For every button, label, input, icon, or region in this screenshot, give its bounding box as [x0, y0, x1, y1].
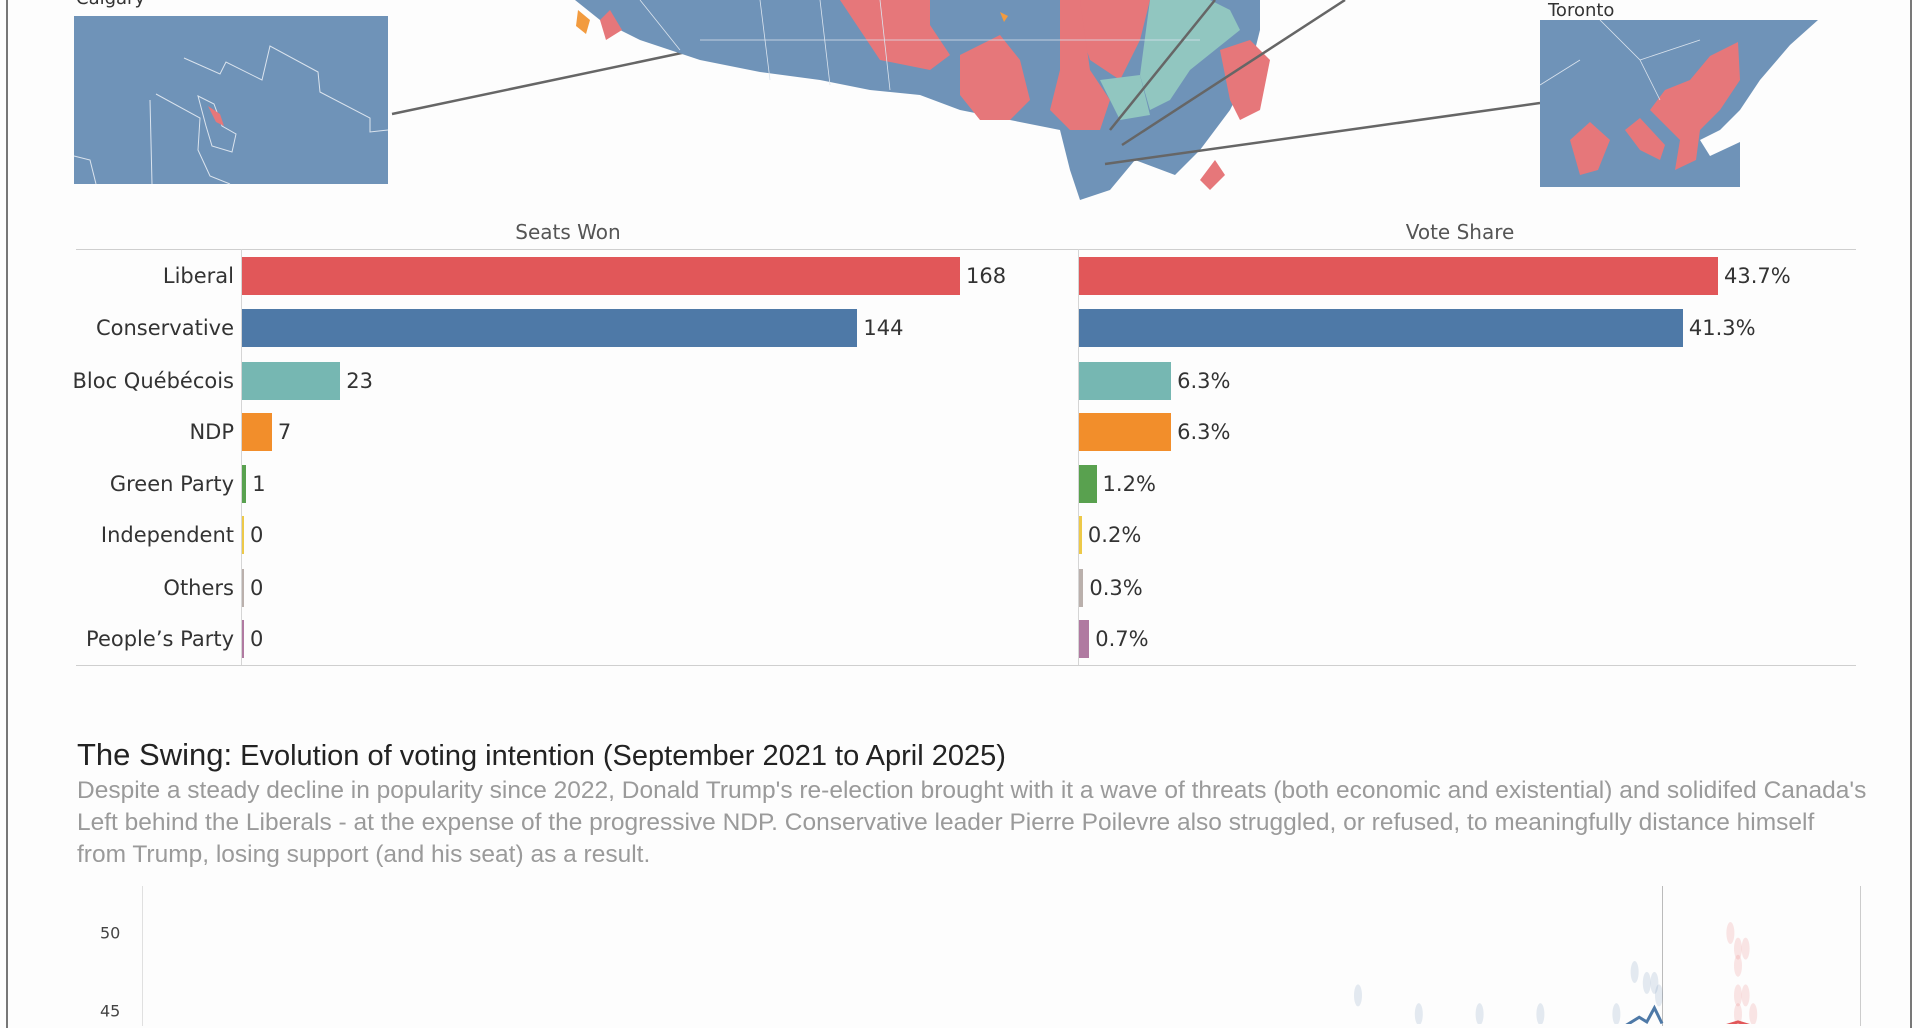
- vote-bar-others[interactable]: [1079, 569, 1084, 607]
- seats-bar-others[interactable]: [242, 569, 244, 607]
- vote-value-others: 0.3%: [1089, 576, 1143, 600]
- swing-title-lead: The Swing:: [77, 737, 233, 772]
- calgary-inset[interactable]: [73, 16, 389, 185]
- party-label-liberal: Liberal: [162, 264, 234, 288]
- vote-value-ndp: 6.3%: [1177, 420, 1231, 444]
- party-label-bloc-qu-b-cois: Bloc Québécois: [72, 369, 235, 393]
- seats-won-header: Seats Won: [515, 220, 621, 244]
- party-label-people-s-party: People’s Party: [86, 627, 234, 651]
- canada-map[interactable]: [575, 0, 1270, 200]
- seats-bar-conservative[interactable]: [242, 309, 858, 347]
- election-marker-line: [1662, 886, 1663, 1026]
- vote-value-independent: 0.2%: [1087, 523, 1142, 547]
- seats-value-ndp: 7: [277, 420, 292, 444]
- party-label-conservative: Conservative: [95, 316, 234, 340]
- toronto-inset-label: Toronto: [1548, 0, 1615, 21]
- vote-bar-conservative[interactable]: [1079, 309, 1683, 347]
- seats-axis: [241, 249, 242, 665]
- seats-bar-bloc-qu-b-cois[interactable]: [242, 362, 341, 400]
- seats-value-others: 0: [250, 576, 264, 600]
- vote-bar-independent[interactable]: [1079, 516, 1082, 554]
- seats-bar-liberal[interactable]: [242, 257, 960, 295]
- top-rule: [76, 249, 1856, 250]
- chart-right-edge: [1860, 886, 1861, 1026]
- seats-bar-people-s-party[interactable]: [242, 620, 244, 658]
- swing-title-rest: Evolution of voting intention (September…: [240, 740, 1006, 772]
- vote-bar-people-s-party[interactable]: [1079, 620, 1090, 658]
- vote-value-green-party: 1.2%: [1102, 472, 1156, 496]
- vote-value-conservative: 41.3%: [1688, 316, 1756, 340]
- election-map: Calgary Toronto: [0, 0, 1920, 210]
- seats-value-conservative: 144: [863, 316, 904, 340]
- party-label-ndp: NDP: [189, 420, 234, 444]
- party-label-independent: Independent: [100, 523, 234, 547]
- y-tick-50: 50: [100, 923, 121, 943]
- seats-bar-independent[interactable]: [242, 516, 244, 554]
- party-label-green-party: Green Party: [109, 472, 234, 496]
- vote-bar-ndp[interactable]: [1079, 413, 1172, 451]
- calgary-inset-label: Calgary: [76, 0, 145, 9]
- toronto-inset[interactable]: [1539, 19, 1818, 187]
- seats-value-people-s-party: 0: [250, 627, 264, 651]
- vote-bar-bloc-qu-b-cois[interactable]: [1079, 362, 1172, 400]
- vote-share-header: Vote Share: [1405, 220, 1515, 244]
- vote-value-people-s-party: 0.7%: [1095, 627, 1149, 651]
- vote-axis: [1078, 249, 1079, 665]
- seats-value-bloc-qu-b-cois: 23: [346, 369, 374, 393]
- vote-bar-green-party[interactable]: [1079, 465, 1097, 503]
- dashboard-frame: [6, 0, 1912, 1028]
- swing-description: Despite a steady decline in popularity s…: [77, 777, 1867, 868]
- seats-value-liberal: 168: [966, 264, 1007, 288]
- bottom-rule: [76, 665, 1856, 666]
- party-label-others: Others: [163, 576, 234, 600]
- vote-bar-liberal[interactable]: [1079, 257, 1718, 295]
- swing-title: The Swing: Evolution of voting intention…: [77, 737, 1006, 773]
- y-axis: [142, 886, 143, 1026]
- y-tick-45: 45: [100, 1001, 121, 1021]
- seats-value-independent: 0: [250, 523, 264, 547]
- seats-bar-green-party[interactable]: [242, 465, 247, 503]
- map-svg: [73, 0, 1818, 200]
- seats-value-green-party: 1: [252, 472, 266, 496]
- vote-value-liberal: 43.7%: [1724, 264, 1791, 288]
- seats-bar-ndp[interactable]: [242, 413, 272, 451]
- vote-value-bloc-qu-b-cois: 6.3%: [1177, 369, 1231, 393]
